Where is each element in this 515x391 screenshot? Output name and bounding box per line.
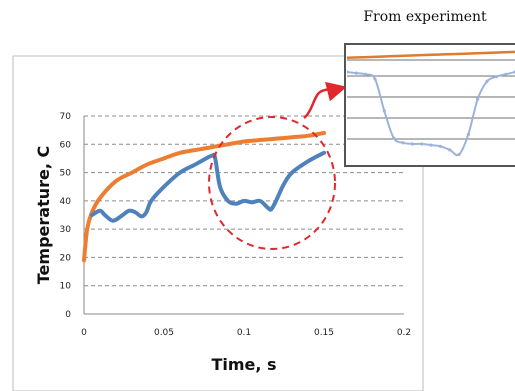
inset-data-point (457, 152, 461, 157)
y-tick-label: 40 (60, 197, 72, 207)
inset-data-point (347, 70, 349, 74)
inset-data-point (373, 77, 377, 81)
inset-data-point (429, 143, 433, 147)
y-axis-title: Temperature, C (34, 146, 53, 284)
inset-data-point (438, 144, 442, 148)
inset-data-point (392, 136, 396, 140)
inset-data-point (504, 72, 508, 76)
y-tick-label: 70 (60, 112, 72, 122)
inset-data-point (382, 109, 386, 113)
inset-gridlines (347, 59, 515, 140)
inset-data-point (485, 79, 489, 83)
y-tick-labels: 0 10 20 30 40 50 60 70 (60, 112, 72, 320)
x-tick-label: 0.1 (237, 328, 251, 338)
inset-data-point (420, 142, 424, 146)
x-tick-label: 0.15 (314, 328, 334, 338)
inset-orange-line (347, 50, 515, 60)
inset-data-point (354, 71, 358, 75)
inset-data-point (466, 132, 470, 137)
inset-frame (344, 43, 515, 167)
y-tick-label: 20 (60, 253, 72, 263)
y-tick-label: 50 (60, 169, 72, 179)
x-axis-title: Time, s (211, 355, 276, 374)
inset-data-point (410, 142, 414, 146)
x-tick-label: 0 (81, 328, 87, 338)
inset-data-point (476, 97, 480, 101)
y-tick-label: 10 (60, 282, 72, 292)
y-tick-label: 0 (65, 310, 71, 320)
inset-data-point (364, 72, 368, 76)
inset-data-point (448, 148, 452, 152)
y-tick-label: 30 (60, 225, 72, 235)
inset-data-point (494, 75, 498, 79)
inset-blue-markers (347, 70, 515, 157)
inset-title: From experiment (363, 9, 487, 25)
x-tick-label: 0.2 (397, 328, 411, 338)
highlight-arrow (303, 81, 347, 119)
inset-data-point (401, 141, 405, 145)
y-tick-label: 60 (60, 140, 72, 150)
highlight-circle (208, 116, 336, 250)
x-tick-labels: 0 0.05 0.1 0.15 0.2 (81, 328, 411, 338)
series-orange-line (82, 131, 326, 263)
x-tick-label: 0.05 (154, 328, 174, 338)
